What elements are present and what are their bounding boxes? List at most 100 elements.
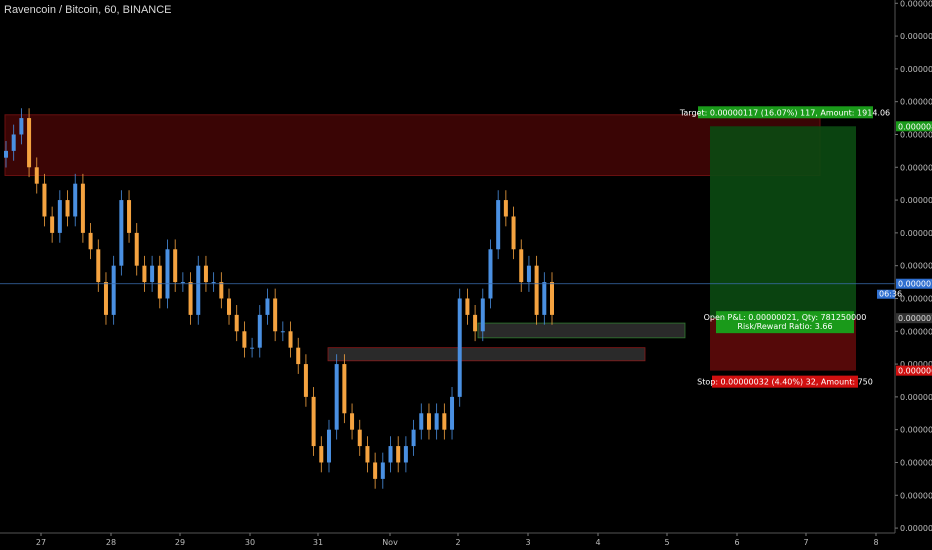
candle-body (388, 446, 393, 463)
y-tick-label: 0.00000660 (900, 426, 932, 435)
candle-body (442, 413, 447, 430)
stop-price-tag-bg (896, 365, 932, 376)
y-tick-label: 0.00000600 (900, 524, 932, 533)
candle-body (73, 183, 78, 217)
candle-body (296, 347, 301, 365)
candle-body (203, 265, 208, 283)
countdown-bg (877, 289, 895, 299)
candle-body (480, 298, 485, 332)
candle-body (350, 413, 355, 430)
stop-price-tag: 0.00000696 (896, 365, 932, 376)
candles-layer (4, 108, 554, 489)
resistance-zone (4, 114, 821, 176)
y-tick-label: 0.00000800 (900, 196, 932, 205)
candle-body (196, 265, 201, 315)
y-tick-label: 0.00000880 (900, 65, 932, 74)
candle-body (511, 216, 516, 250)
candle-body (50, 216, 55, 233)
candle-body (119, 200, 124, 266)
target-zone (710, 126, 856, 319)
countdown-text: 06:36 (879, 290, 902, 299)
candle-body (157, 265, 162, 299)
candle-body (111, 265, 116, 315)
candle-body (542, 282, 547, 315)
candle-body (219, 282, 224, 299)
y-tick-label: 0.00000760 (900, 262, 932, 271)
entry-price-tag: 0.00000728 (896, 313, 932, 324)
candle-body (34, 167, 39, 184)
current-price-tag-text: 0.00000749 (898, 280, 932, 289)
overlays-layer: Target: 0.00000117 (16.07%) 117, Amount:… (0, 106, 895, 388)
candle-body (265, 298, 270, 315)
candle-body (173, 249, 178, 283)
x-tick-label: Nov (382, 538, 398, 547)
candle-body (27, 118, 32, 168)
stop-label-text: Stop: 0.00000032 (4.40%) 32, Amount: 750 (697, 378, 873, 387)
x-tick-label: 29 (175, 538, 185, 547)
candle-body (280, 331, 285, 333)
x-tick-label: 8 (873, 538, 878, 547)
candle-body (103, 282, 108, 315)
x-tick-label: 3 (525, 538, 530, 547)
candle-body (11, 134, 16, 151)
y-tick-label: 0.00000680 (900, 393, 932, 402)
candle-body (257, 314, 262, 348)
candle-body (311, 396, 316, 447)
y-tick-label: 0.00000920 (900, 0, 932, 8)
candle-body (142, 265, 147, 283)
candle-body (319, 446, 324, 463)
support-zone-upper (477, 322, 686, 339)
candle-body (465, 298, 470, 315)
entry-price-tag-text: 0.00000728 (898, 314, 932, 323)
y-tick-label: 0.00000840 (900, 130, 932, 139)
candle-body (419, 413, 424, 430)
candle-body (134, 232, 139, 266)
candle-body (188, 282, 193, 315)
chart-title: Ravencoin / Bitcoin, 60, BINANCE (4, 4, 172, 16)
candle-body (403, 446, 408, 463)
current-price-tag: 0.00000749 (896, 278, 932, 289)
candle-body (165, 249, 170, 299)
candle-body (488, 249, 493, 299)
candle-body (526, 265, 531, 283)
target-label-bg (698, 106, 873, 119)
x-axis: 27 28 29 30 31 Nov 2 3 4 5 6 7 8 (0, 532, 895, 547)
candle-body (434, 413, 439, 430)
x-tick-label: 28 (106, 538, 116, 547)
candle-body (426, 413, 431, 430)
candle-body (19, 118, 24, 135)
candle-body (519, 249, 524, 283)
candle-body (365, 446, 370, 463)
x-tick-label: 27 (36, 538, 46, 547)
pnl-label-bg (716, 311, 854, 334)
stop-label-bg (712, 375, 858, 388)
y-tick-label: 0.00000820 (900, 163, 932, 172)
candle-body (242, 331, 247, 348)
pnl-line2: Risk/Reward Ratio: 3.66 (737, 322, 832, 331)
candle-body (273, 298, 278, 332)
countdown-tag: 06:36 (877, 289, 902, 299)
candle-body (88, 232, 93, 250)
x-tick-label: 6 (734, 538, 739, 547)
candle-body (380, 462, 385, 479)
stop-price-tag-text: 0.00000696 (898, 367, 932, 376)
x-tick-label: 2 (455, 538, 460, 547)
candle-body (57, 200, 62, 233)
candle-body (227, 298, 232, 315)
candle-body (80, 183, 85, 233)
y-axis: 0.00000920 0.00000900 0.00000880 0.00000860… (877, 0, 932, 533)
current-price-tag-bg (896, 278, 932, 289)
stop-label: Stop: 0.00000032 (4.40%) 32, Amount: 750 (697, 375, 873, 388)
candle-body (150, 265, 155, 283)
x-tick-label: 31 (313, 538, 323, 547)
y-tick-label: 0.00000780 (900, 229, 932, 238)
candle-body (496, 200, 501, 250)
candle-body (334, 364, 339, 430)
candle-body (503, 200, 508, 217)
candle-body (303, 364, 308, 397)
candle-body (4, 150, 8, 158)
candle-body (42, 183, 47, 217)
target-price-tag-text: 0.00000845 (898, 122, 932, 131)
x-tick-label: 30 (245, 538, 255, 547)
